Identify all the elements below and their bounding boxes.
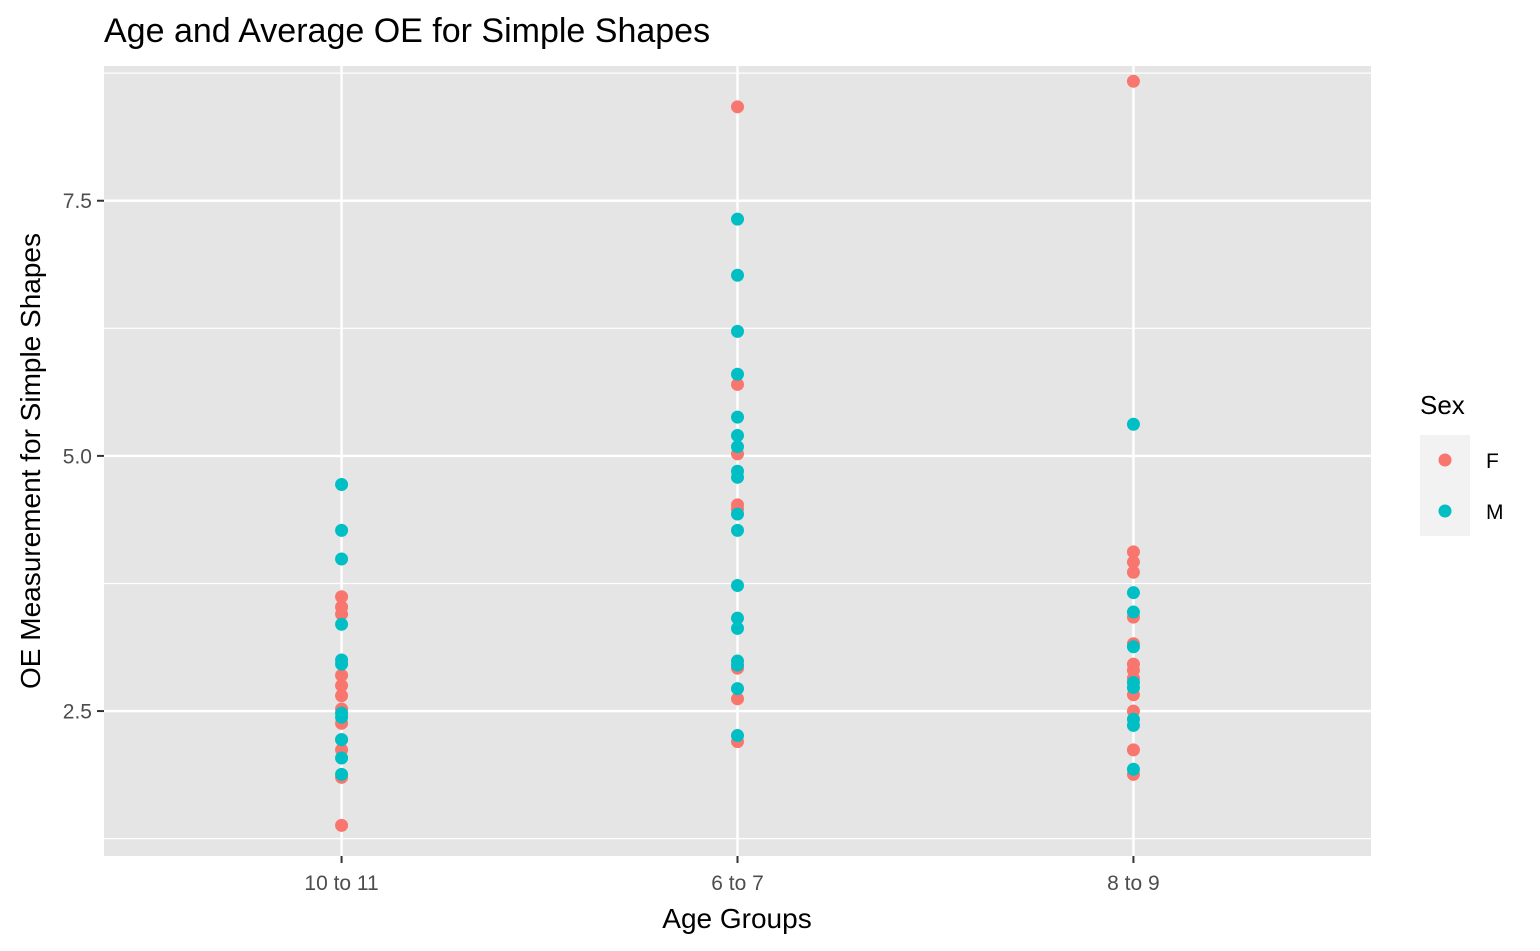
legend-key-background — [1420, 435, 1470, 536]
y-tick-label: 7.5 — [63, 190, 92, 213]
data-point-m — [1126, 417, 1140, 431]
legend-label-m: M — [1486, 501, 1504, 524]
data-point-m — [335, 710, 349, 724]
data-point-m — [335, 767, 349, 781]
chart-title: Age and Average OE for Simple Shapes — [104, 12, 710, 50]
data-point-m — [335, 552, 349, 566]
data-point-m — [335, 657, 349, 671]
data-point-m — [731, 212, 744, 226]
data-point-m — [731, 367, 744, 381]
data-point-m — [731, 658, 744, 672]
data-point-m — [335, 733, 349, 747]
data-point-f — [1126, 74, 1140, 88]
x-axis-title: Age Groups — [662, 903, 811, 934]
data-point-m — [731, 621, 744, 635]
x-tick-label: 8 to 9 — [1107, 872, 1160, 895]
data-point-m — [731, 682, 744, 696]
data-point-f — [335, 818, 349, 832]
data-point-m — [1126, 605, 1140, 619]
x-tick-label: 6 to 7 — [711, 872, 764, 895]
data-point-m — [731, 470, 744, 484]
data-point-f — [1126, 555, 1140, 569]
data-point-f — [335, 679, 349, 693]
data-point-m — [335, 751, 349, 765]
data-point-f — [731, 692, 744, 706]
data-point-m — [1126, 681, 1140, 695]
data-point-m — [731, 523, 744, 537]
data-point-m — [1126, 718, 1140, 732]
data-point-f — [1126, 565, 1140, 579]
legend-title: Sex — [1420, 390, 1465, 420]
legend-key-f — [1438, 453, 1452, 467]
data-point-f — [731, 377, 744, 391]
data-point-m — [731, 440, 744, 454]
data-points — [335, 74, 1140, 832]
legend-label-f: F — [1486, 450, 1499, 473]
data-point-m — [1126, 586, 1140, 600]
data-point-m — [731, 579, 744, 593]
x-tick-label: 10 to 11 — [304, 872, 378, 895]
data-point-f — [1126, 743, 1140, 757]
data-point-f — [335, 590, 349, 604]
legend-key-m — [1438, 504, 1452, 518]
data-point-m — [1126, 640, 1140, 654]
data-point-m — [1126, 762, 1140, 776]
y-tick-label: 2.5 — [63, 701, 92, 724]
y-axis-title: OE Measurement for Simple Shapes — [15, 233, 46, 689]
y-axis: 2.5 5.0 7.5 — [63, 190, 104, 724]
data-point-m — [731, 729, 744, 743]
data-point-m — [731, 410, 744, 424]
data-point-f — [335, 607, 349, 621]
data-point-m — [335, 617, 349, 631]
data-point-m — [335, 523, 349, 537]
data-point-m — [335, 477, 349, 491]
x-axis: 10 to 11 6 to 7 8 to 9 — [304, 856, 1160, 895]
data-point-m — [731, 611, 744, 625]
data-point-f — [1126, 545, 1140, 559]
data-point-f — [335, 668, 349, 682]
y-tick-label: 5.0 — [63, 445, 92, 468]
legend: Sex F M — [1420, 390, 1504, 536]
data-point-m — [731, 268, 744, 282]
data-point-f — [335, 689, 349, 703]
data-point-m — [731, 324, 744, 338]
data-point-f — [731, 100, 744, 114]
data-point-m — [731, 428, 744, 442]
data-point-m — [731, 507, 744, 521]
